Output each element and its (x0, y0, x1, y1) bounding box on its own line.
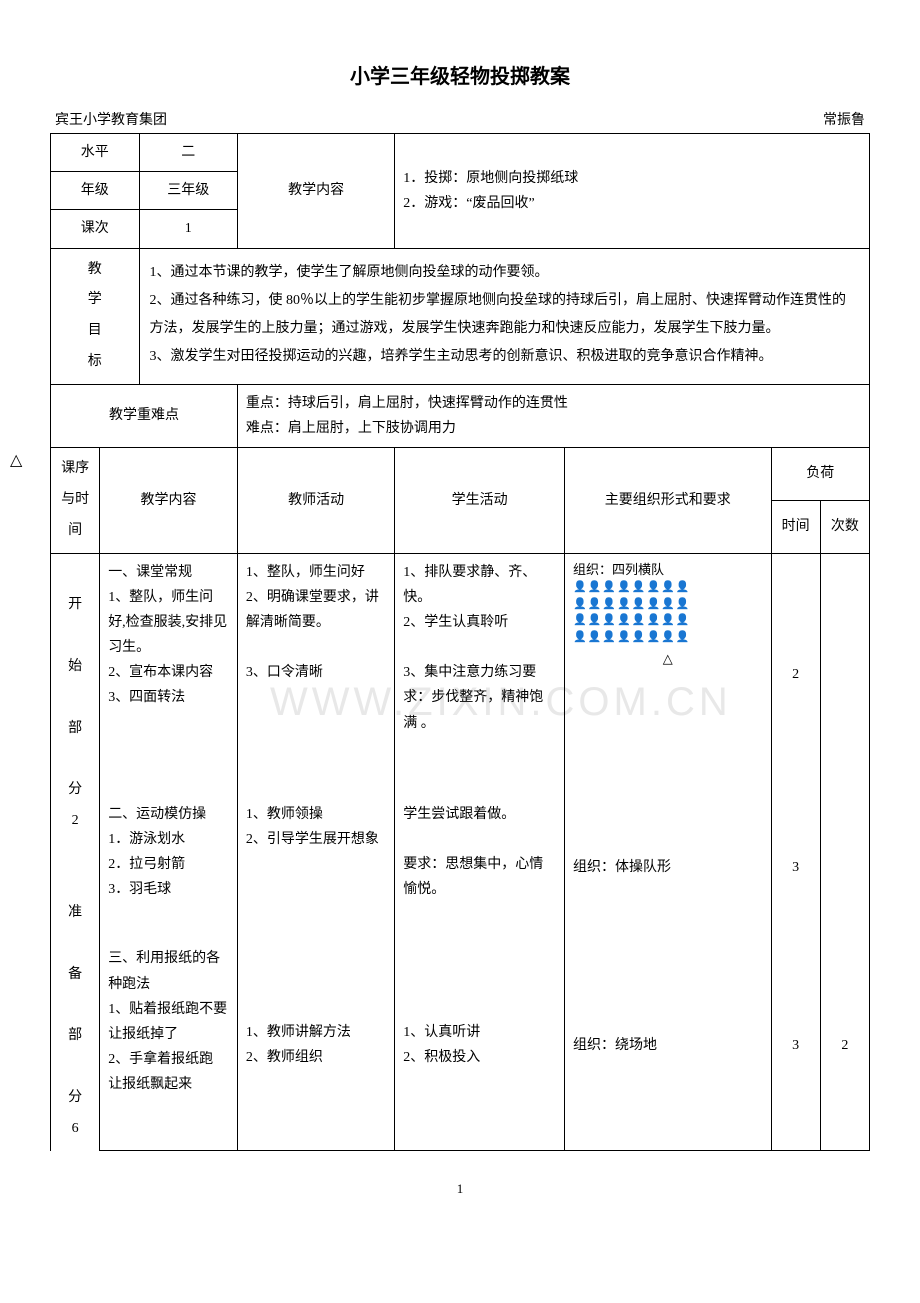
teacher-3: 1、教师讲解方法 2、教师组织 (237, 940, 394, 1150)
focus-text: 重点：持球后引，肩上屈肘，快速挥臂动作的连贯性 难点：肩上屈肘，上下肢协调用力 (237, 384, 869, 447)
content-label: 教学内容 (237, 134, 394, 249)
formation-icon: 👤👤👤👤👤👤👤👤 (573, 596, 763, 613)
content-1: 一、课堂常规 1、整队，师生问好,检查服装,安排见习生。 2、宣布本课内容 3、… (100, 553, 238, 796)
time-2: 3 (771, 796, 820, 941)
page-title: 小学三年级轻物投掷教案 (50, 60, 870, 89)
margin-marker: △ (10, 450, 22, 470)
author-name: 常振鲁 (823, 109, 865, 129)
level-value: 二 (139, 134, 237, 172)
seq-1: 开 始 部 分 2 准 备 部 分 6 (51, 553, 100, 1151)
focus-label: 教学重难点 (51, 384, 238, 447)
student-1: 1、排队要求静、齐、快。 2、学生认真聆听 3、集中注意力练习要求：步伐整齐，精… (395, 553, 565, 796)
col-content: 教学内容 (100, 448, 238, 553)
content-3: 三、利用报纸的各种跑法 1、贴着报纸跑不要让报纸掉了 2、手拿着报纸跑 让报纸飘… (100, 940, 238, 1150)
goals-label: 教学目标 (51, 248, 140, 384)
formation-icon: 👤👤👤👤👤👤👤👤 (573, 629, 763, 646)
org-2: 组织：体操队形 (564, 796, 771, 941)
formation-icon: 👤👤👤👤👤👤👤👤 (573, 579, 763, 596)
col-org: 主要组织形式和要求 (564, 448, 771, 553)
time-1: 2 (771, 553, 820, 796)
teacher-2: 1、教师领操 2、引导学生展开想象 (237, 796, 394, 941)
student-2: 学生尝试跟着做。 要求：思想集中，心情愉悦。 (395, 796, 565, 941)
grade-value: 三年级 (139, 172, 237, 210)
goals-text: 1、通过本节课的教学，使学生了解原地侧向投垒球的动作要领。 2、通过各种练习，使… (139, 248, 869, 384)
col-count: 次数 (820, 500, 869, 553)
time-3: 3 (771, 940, 820, 1150)
lesson-plan-table: 水平 二 教学内容 1．投掷：原地侧向投掷纸球 2．游戏：“废品回收” 年级 三… (50, 133, 870, 1151)
col-load: 负荷 (771, 448, 869, 501)
count-2 (820, 796, 869, 941)
triangle-icon: △ (573, 649, 763, 669)
grade-label: 年级 (51, 172, 140, 210)
col-student: 学生活动 (395, 448, 565, 553)
content-2: 二、运动模仿操 1．游泳划水 2．拉弓射箭 3．羽毛球 (100, 796, 238, 941)
col-seq: 课序与时间 (51, 448, 100, 553)
teacher-1: 1、整队，师生问好 2、明确课堂要求，讲解清晰简要。 3、口令清晰 (237, 553, 394, 796)
col-teacher: 教师活动 (237, 448, 394, 553)
lesson-label: 课次 (51, 210, 140, 248)
count-1 (820, 553, 869, 796)
header-row: 宾王小学教育集团 常振鲁 (50, 109, 870, 129)
org-3: 组织：绕场地 (564, 940, 771, 1150)
count-3: 2 (820, 940, 869, 1150)
lesson-value: 1 (139, 210, 237, 248)
page-number: 1 (50, 1181, 870, 1197)
level-label: 水平 (51, 134, 140, 172)
school-name: 宾王小学教育集团 (55, 109, 167, 129)
org-1: 组织：四列横队 👤👤👤👤👤👤👤👤 👤👤👤👤👤👤👤👤 👤👤👤👤👤👤👤👤 👤👤👤👤👤… (564, 553, 771, 796)
formation-icon: 👤👤👤👤👤👤👤👤 (573, 612, 763, 629)
col-time: 时间 (771, 500, 820, 553)
content-value: 1．投掷：原地侧向投掷纸球 2．游戏：“废品回收” (395, 134, 870, 249)
student-3: 1、认真听讲 2、积极投入 (395, 940, 565, 1150)
